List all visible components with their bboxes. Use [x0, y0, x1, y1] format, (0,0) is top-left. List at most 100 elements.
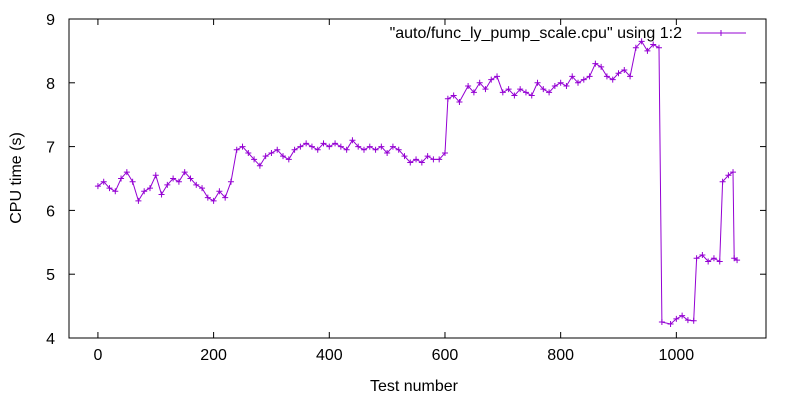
data-point [684, 317, 691, 324]
data-point [603, 73, 610, 80]
data-point [482, 86, 489, 93]
data-point [650, 41, 657, 48]
data-point [534, 79, 541, 86]
data-point [245, 149, 252, 156]
data-point [256, 162, 263, 169]
data-point [667, 320, 674, 327]
data-point [444, 95, 451, 102]
data-point [505, 86, 512, 93]
data-point [644, 47, 651, 54]
data-point [592, 60, 599, 67]
data-point [251, 156, 258, 163]
data-point [705, 258, 712, 265]
data-point [499, 89, 506, 96]
data-point [158, 191, 165, 198]
data-point [551, 82, 558, 89]
data-point [355, 143, 362, 150]
data-point [424, 153, 431, 160]
data-point [274, 146, 281, 153]
data-point [320, 140, 327, 147]
data-point [303, 140, 310, 147]
data-point [100, 178, 107, 185]
x-tick-label: 200 [200, 347, 227, 364]
data-point [730, 169, 737, 176]
data-point [170, 175, 177, 182]
data-point [632, 44, 639, 51]
data-point [476, 79, 483, 86]
data-point [291, 146, 298, 153]
data-point [540, 86, 547, 93]
data-point [699, 252, 706, 259]
data-point [262, 153, 269, 160]
data-point [517, 86, 524, 93]
data-point [123, 169, 130, 176]
data-point [146, 185, 153, 192]
legend: "auto/func_ly_pump_scale.cpu" using 1:2 [390, 25, 746, 42]
y-tick-label: 8 [46, 76, 55, 93]
data-point [401, 153, 408, 160]
y-axis-label: CPU time (s) [8, 132, 25, 224]
data-point [187, 175, 194, 182]
data-point [598, 63, 605, 70]
data-point [343, 146, 350, 153]
x-tick-label: 800 [547, 347, 574, 364]
data-point [679, 312, 686, 319]
data-point [297, 143, 304, 150]
y-tick-label: 9 [46, 12, 55, 29]
data-point [227, 178, 234, 185]
x-tick-label: 400 [316, 347, 343, 364]
data-point [627, 73, 634, 80]
data-point [528, 92, 535, 99]
data-point [575, 79, 582, 86]
data-point [308, 143, 315, 150]
y-tick-label: 6 [46, 203, 55, 220]
data-point [118, 175, 125, 182]
data-point [734, 257, 741, 264]
data-point [112, 188, 119, 195]
legend-label: "auto/func_ly_pump_scale.cpu" using 1:2 [390, 25, 683, 42]
data-point [204, 194, 211, 201]
data-point [719, 178, 726, 185]
data-point [360, 146, 367, 153]
data-point [494, 73, 501, 80]
data-point [563, 82, 570, 89]
data-point [488, 76, 495, 83]
data-point [615, 70, 622, 77]
data-point [94, 183, 101, 190]
data-point [522, 89, 529, 96]
data-point [332, 140, 339, 147]
data-point [441, 149, 448, 156]
data-point [557, 79, 564, 86]
axis-ticks: 0 200 400 600 800 1000 4 5 6 7 8 9 [46, 12, 766, 364]
data-point [569, 73, 576, 80]
data-point [658, 319, 665, 326]
y-tick-label: 7 [46, 140, 55, 157]
data-point [470, 89, 477, 96]
data-point [456, 98, 463, 105]
data-point [233, 146, 240, 153]
data-point [389, 143, 396, 150]
data-point [693, 255, 700, 262]
data-point [546, 89, 553, 96]
data-point [285, 156, 292, 163]
data-point [655, 44, 662, 51]
data-point [378, 143, 385, 150]
data-point [710, 255, 717, 262]
data-point [690, 317, 697, 324]
data-point [450, 92, 457, 99]
data-point [407, 159, 414, 166]
x-axis-label: Test number [370, 378, 459, 395]
data-point [164, 181, 171, 188]
data-point [280, 153, 287, 160]
data-point [141, 188, 148, 195]
y-tick-label: 4 [46, 331, 55, 348]
data-point [216, 188, 223, 195]
x-tick-label: 1000 [659, 347, 695, 364]
data-point [152, 172, 159, 179]
series-line [97, 40, 738, 325]
data-point [349, 137, 356, 144]
data-point [418, 159, 425, 166]
data-point [725, 172, 732, 179]
data-point [436, 156, 443, 163]
